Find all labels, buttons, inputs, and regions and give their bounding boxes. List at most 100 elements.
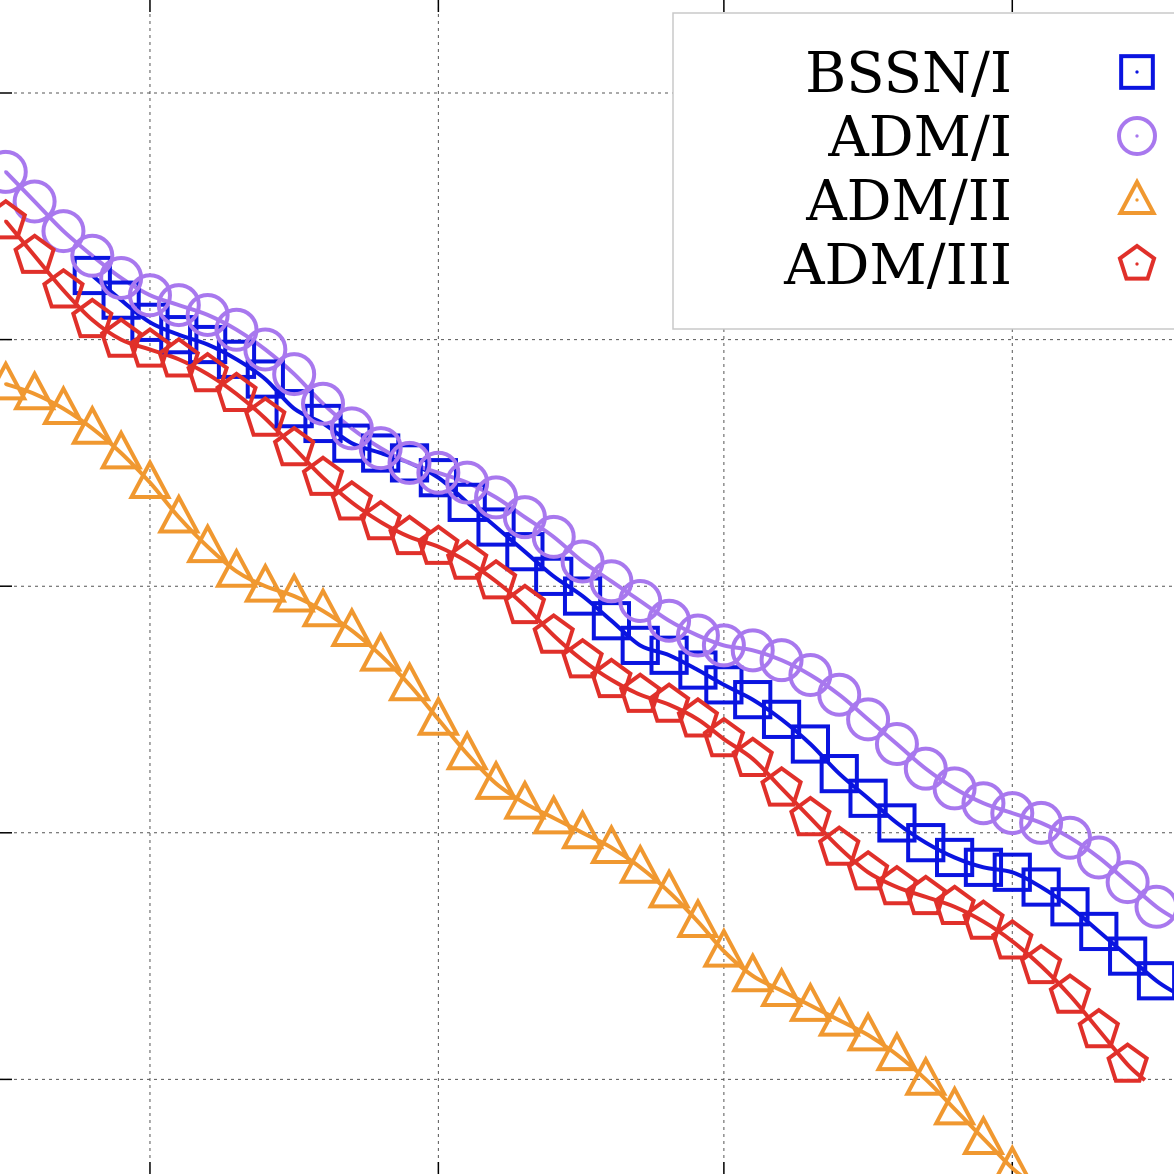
data-point-bssn-i bbox=[733, 680, 773, 720]
data-point-adm-ii-center bbox=[350, 628, 354, 633]
data-point-adm-i-center bbox=[779, 658, 784, 662]
data-point-adm-i-center bbox=[321, 402, 325, 406]
data-point-adm-i bbox=[531, 514, 576, 559]
data-point-bssn-i-center bbox=[837, 772, 841, 776]
data-point-bssn-i-center bbox=[1039, 885, 1043, 889]
data-point-adm-iii bbox=[990, 918, 1034, 960]
data-point-adm-ii bbox=[904, 1055, 948, 1096]
data-point-adm-iii-center bbox=[667, 702, 671, 707]
data-point-adm-ii-center bbox=[953, 1107, 957, 1111]
data-point-bssn-i bbox=[877, 803, 917, 843]
data-point-bssn-i bbox=[848, 778, 888, 818]
data-point-adm-i bbox=[12, 179, 57, 224]
data-point-adm-i bbox=[647, 598, 692, 643]
data-point-adm-iii-center bbox=[33, 254, 37, 258]
data-point-adm-ii bbox=[128, 458, 172, 500]
data-point-bssn-i bbox=[906, 823, 946, 863]
data-point-adm-ii-center bbox=[234, 569, 239, 574]
data-point-adm-i-center bbox=[696, 633, 700, 638]
data-point-adm-i-center bbox=[379, 446, 383, 450]
data-point-adm-i bbox=[156, 283, 201, 328]
data-point-adm-ii-center bbox=[33, 392, 37, 396]
data-point-adm-i bbox=[874, 722, 919, 767]
data-point-bssn-i bbox=[72, 255, 112, 296]
data-point-adm-ii bbox=[301, 586, 345, 628]
data-point-adm-iii bbox=[789, 795, 832, 837]
data-point-adm-iii bbox=[388, 514, 431, 556]
data-point-bssn-i-center bbox=[523, 550, 527, 554]
data-point-adm-ii-center bbox=[580, 831, 585, 835]
data-point-adm-iii bbox=[301, 455, 345, 496]
data-point-adm-ii bbox=[817, 995, 861, 1037]
data-point-bssn-i-center bbox=[895, 821, 899, 825]
data-point-adm-i-center bbox=[981, 801, 986, 805]
data-point-adm-iii bbox=[0, 198, 28, 240]
data-point-adm-i-center bbox=[924, 767, 928, 771]
data-point-adm-iii-center bbox=[580, 658, 585, 662]
data-point-bssn-i-center bbox=[379, 451, 383, 455]
data-point-bssn-i bbox=[649, 635, 689, 675]
data-point-adm-ii bbox=[70, 404, 115, 445]
data-point-bssn-i bbox=[216, 339, 257, 379]
data-point-adm-i-center bbox=[953, 786, 957, 791]
data-point-adm-iii bbox=[1019, 943, 1063, 985]
data-point-bssn-i-center bbox=[722, 683, 726, 687]
data-point-bssn-i-center bbox=[751, 698, 755, 702]
data-point-adm-ii bbox=[358, 631, 403, 672]
data-point-bssn-i bbox=[1021, 867, 1061, 907]
data-point-adm-ii bbox=[730, 951, 775, 993]
data-point-bssn-i-center bbox=[1126, 954, 1130, 958]
data-point-bssn-i bbox=[1108, 936, 1148, 976]
data-point-adm-iii-center bbox=[119, 338, 123, 342]
data-point-adm-i-center bbox=[1126, 880, 1130, 884]
data-point-bssn-i bbox=[819, 754, 859, 794]
data-point-adm-i bbox=[846, 697, 891, 742]
data-point-bssn-i-center bbox=[1097, 929, 1101, 934]
data-point-adm-iii-center bbox=[1068, 993, 1072, 998]
data-point-adm-ii-center bbox=[321, 609, 325, 613]
data-point-bssn-i bbox=[1079, 911, 1119, 952]
data-point-adm-iii bbox=[243, 396, 287, 437]
data-point-bssn-i-center bbox=[1154, 979, 1159, 983]
data-point-adm-iii bbox=[760, 765, 803, 807]
data-point-adm-iii-center bbox=[1010, 939, 1014, 943]
data-point-adm-iii-center bbox=[837, 845, 841, 850]
data-point-adm-ii bbox=[647, 867, 691, 909]
data-point-adm-ii-center bbox=[1010, 1166, 1014, 1170]
data-point-adm-iii bbox=[186, 351, 230, 393]
legend-marker-adm-ii-center bbox=[1135, 198, 1139, 202]
data-point-adm-iii-center bbox=[924, 895, 928, 899]
data-point-adm-iii-center bbox=[292, 446, 296, 450]
data-point-adm-iii-center bbox=[953, 905, 957, 909]
data-point-bssn-i-center bbox=[638, 643, 642, 647]
data-point-adm-i bbox=[730, 628, 775, 673]
series-line-bssn-i bbox=[91, 273, 1174, 994]
legend-marker-adm-iii-center bbox=[1135, 262, 1139, 266]
data-point-adm-ii-center bbox=[779, 989, 784, 993]
legend-label-adm-ii: ADM/II bbox=[805, 169, 1012, 234]
data-point-adm-iii-center bbox=[1039, 964, 1043, 968]
data-point-adm-iii bbox=[561, 637, 604, 679]
data-point-adm-iii bbox=[416, 524, 460, 565]
data-point-adm-ii-center bbox=[751, 974, 755, 978]
data-point-adm-ii-center bbox=[981, 1136, 986, 1141]
data-point-bssn-i bbox=[790, 724, 831, 764]
data-point-adm-i bbox=[961, 781, 1006, 826]
data-point-adm-ii bbox=[12, 369, 57, 411]
legend-marker-adm-iii bbox=[1117, 243, 1157, 281]
data-point-adm-i-center bbox=[866, 717, 870, 721]
data-point-bssn-i-center bbox=[350, 441, 354, 445]
data-point-adm-iii-center bbox=[779, 786, 784, 791]
data-point-bssn-i bbox=[620, 625, 660, 665]
data-point-adm-i bbox=[817, 672, 862, 717]
data-point-adm-ii-center bbox=[465, 752, 469, 756]
data-point-adm-iii bbox=[618, 672, 662, 713]
legend-marker-adm-ii bbox=[1117, 177, 1157, 215]
data-point-adm-iii bbox=[272, 425, 316, 467]
data-point-adm-iii-center bbox=[177, 357, 181, 361]
data-point-adm-ii-center bbox=[895, 1053, 899, 1057]
data-point-adm-i-center bbox=[1068, 836, 1072, 840]
data-point-adm-ii-center bbox=[292, 594, 296, 598]
data-point-adm-iii bbox=[933, 884, 976, 925]
